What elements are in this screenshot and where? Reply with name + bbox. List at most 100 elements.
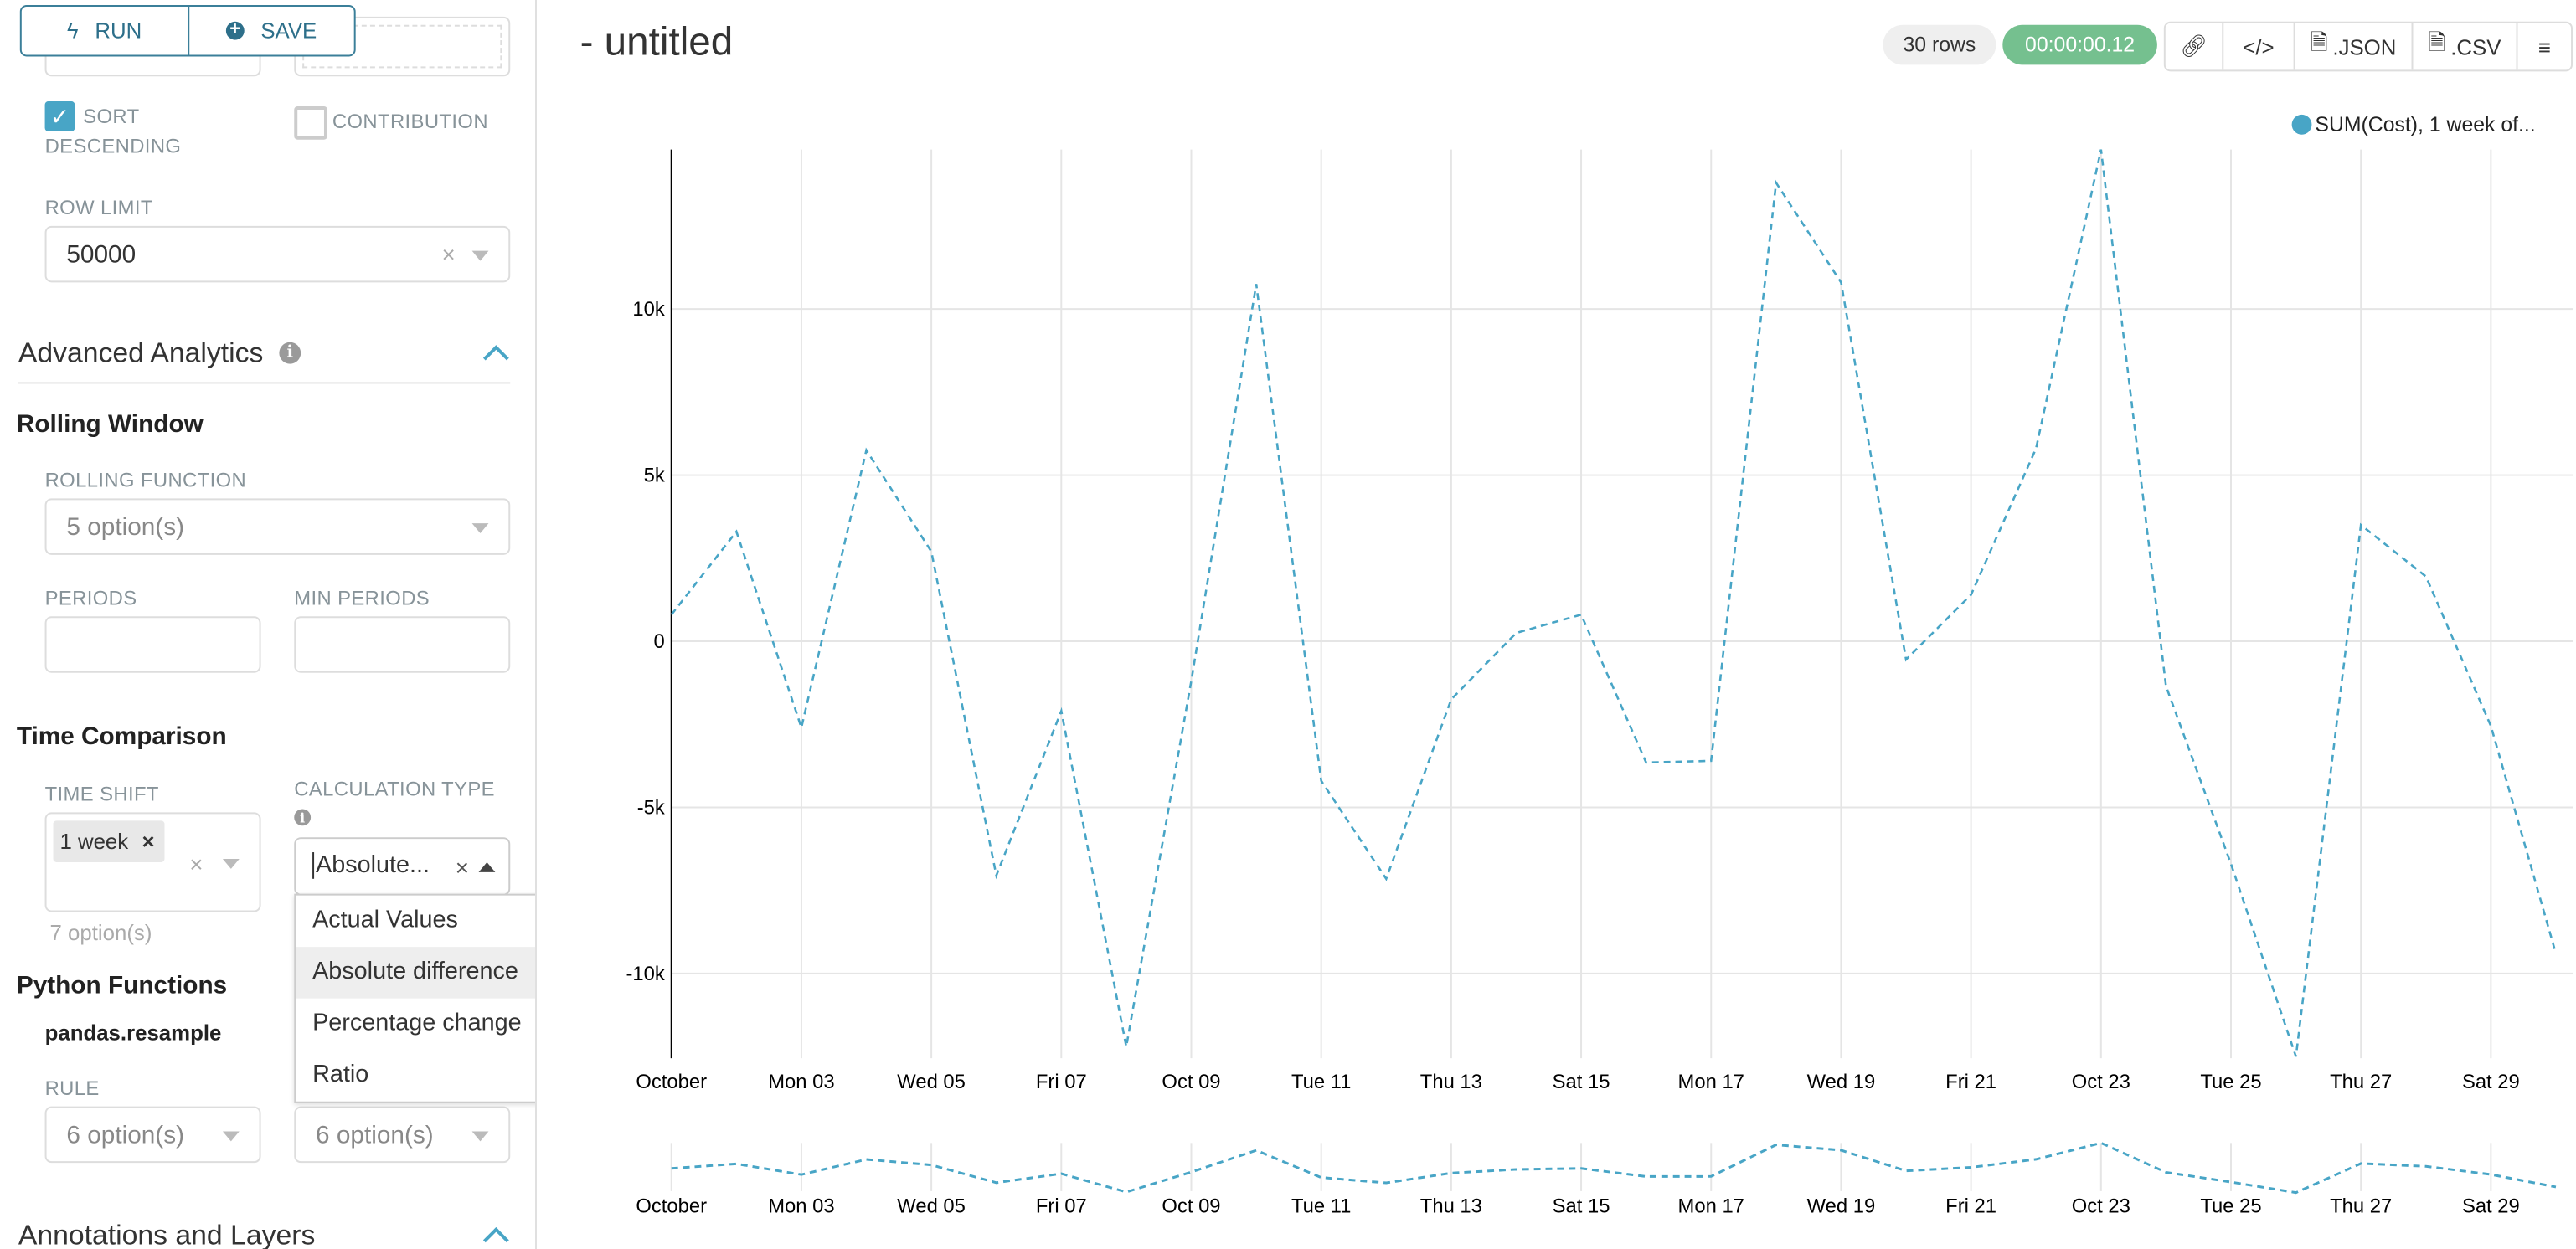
min-periods-input[interactable] [294,616,511,673]
y-tick-label: 0 [654,630,665,653]
row-limit-label: ROW LIMIT [44,196,153,219]
time-shift-tag: 1 week × [53,820,165,862]
brush-tick-label: Thu 27 [2330,1195,2392,1218]
brush-tick-label: Mon 03 [768,1195,834,1218]
info-icon[interactable]: i [294,809,312,826]
brush-tick-label: Sat 15 [1553,1195,1610,1218]
chevron-down-icon [471,250,489,261]
bolt-icon: ϟ [66,18,79,44]
advanced-analytics-title[interactable]: Advanced Analytics [18,337,264,369]
menu-option-absolute-difference[interactable]: Absolute difference [296,947,536,999]
sort-label-2: DESCENDING [44,134,182,158]
brush-tick-label: Fri 21 [1945,1195,1996,1218]
python-functions-subtitle: pandas.resample [44,1020,222,1046]
row-limit-select[interactable]: 50000 × [44,225,511,283]
save-button[interactable]: + SAVE [187,6,353,55]
brush-tick-label: Oct 23 [2072,1195,2130,1218]
link-icon: 🔗︎ [2180,33,2208,59]
periods-input[interactable] [44,616,261,673]
x-tick-label: Wed 19 [1807,1071,1876,1093]
x-tick-label: Thu 13 [1420,1071,1482,1093]
chevron-up-icon[interactable] [482,1226,509,1249]
calculation-type-select[interactable]: Absolute... × [294,837,511,896]
json-button[interactable]: 🗎 .JSON [2293,23,2412,70]
x-tick-label: Sat 29 [2462,1071,2520,1093]
brush-line [671,1141,2557,1195]
timer-badge: 00:00:00.12 [2002,24,2157,65]
min-periods-label: MIN PERIODS [294,586,430,610]
x-tick-label: Fri 07 [1036,1071,1087,1093]
rule-select[interactable]: 6 option(s) [44,1106,261,1164]
chevron-down-icon [222,1131,240,1142]
brush-tick-label: Thu 13 [1420,1195,1482,1218]
x-tick-label: Mon 17 [1678,1071,1744,1093]
rolling-function-select[interactable]: 5 option(s) [44,498,511,555]
rule-label: RULE [44,1076,100,1100]
embed-button[interactable]: </> [2222,23,2293,70]
brush-tick-label: Mon 17 [1678,1195,1744,1218]
x-tick-label: Oct 09 [1162,1071,1220,1093]
file-text-icon: 🗎 [2428,29,2446,55]
y-tick-label: -5k [637,796,665,819]
line-chart: 10k 5k 0 -5k -10k October October Mon 03 Mon 03 W… [626,149,2573,1218]
run-button[interactable]: ϟ RUN [66,18,142,44]
csv-button[interactable]: 🗎 .CSV [2411,23,2517,70]
brush-tick-label: Tue 25 [2200,1195,2261,1218]
menu-option-ratio[interactable]: Ratio [312,1061,369,1088]
legend-item[interactable]: SUM(Cost), 1 week of... [2291,113,2536,136]
code-icon: </> [2243,33,2275,59]
x-tick-label: Tue 25 [2200,1071,2261,1093]
brush-tick-label: Tue 11 [1291,1195,1351,1218]
rolling-function-label: ROLLING FUNCTION [44,468,247,492]
x-tick-label: Fri 21 [1945,1071,1996,1093]
method-select[interactable]: 6 option(s) [294,1106,511,1164]
remove-tag-icon[interactable]: × [142,829,155,855]
clear-icon[interactable]: × [455,854,470,881]
menu-option-percentage-change[interactable]: Percentage change [312,1010,522,1037]
time-shift-hint: 7 option(s) [49,920,152,946]
series-line [670,149,2558,1057]
brush-tick-label: Wed 19 [1807,1195,1876,1218]
chevron-down-icon [471,523,489,534]
x-tick-label: Thu 27 [2330,1071,2392,1093]
x-tick-label: Mon 03 [768,1071,834,1093]
brush-tick-label: Sat 29 [2462,1195,2520,1218]
action-toolbar: 🔗︎ </> 🗎 .JSON 🗎 .CSV ≡ [2163,21,2573,72]
clear-icon[interactable]: × [189,851,204,877]
brush-tick-label: October [636,1195,707,1218]
menu-option-actual-values[interactable]: Actual Values [312,907,458,934]
annotations-title[interactable]: Annotations and Layers [18,1219,316,1249]
x-tick-label: Wed 05 [897,1071,966,1093]
rows-badge: 30 rows [1883,24,1996,65]
time-shift-select[interactable]: 1 week × × [44,812,261,912]
chevron-down-icon [222,858,240,869]
x-tick-label: Oct 23 [2072,1071,2130,1093]
rolling-window-title: Rolling Window [16,410,204,439]
chart-title[interactable]: - untitled [580,19,734,65]
contribution-label: CONTRIBUTION [332,109,488,133]
info-icon[interactable]: i [279,342,301,364]
divider [18,382,511,384]
run-save-group: ϟ RUN + SAVE [19,4,356,57]
chevron-up-icon [478,861,496,872]
brush-tick-label: Fri 07 [1036,1195,1087,1218]
sort-label: SORT [83,105,140,128]
more-menu-button[interactable]: ≡ [2516,23,2571,70]
y-tick-label: 10k [632,298,664,321]
periods-label: PERIODS [44,586,137,610]
y-tick-label: -10k [626,963,665,985]
brush-tick-label: Wed 05 [897,1195,966,1218]
python-functions-title: Python Functions [16,971,228,1000]
x-tick-label: Sat 15 [1553,1071,1610,1093]
sort-descending-checkbox[interactable]: ✓ [44,101,75,131]
contribution-checkbox[interactable] [294,106,327,140]
chevron-down-icon [471,1131,489,1142]
link-button[interactable]: 🔗︎ [2166,23,2222,70]
x-tick-label: Tue 11 [1291,1071,1351,1093]
legend-dot [2291,114,2312,135]
y-tick-label: 5k [644,465,665,487]
clear-icon[interactable]: × [441,240,456,268]
calculation-type-label: CALCULATION TYPE [294,777,495,801]
time-comparison-title: Time Comparison [16,722,227,751]
chevron-up-icon[interactable] [482,345,509,372]
